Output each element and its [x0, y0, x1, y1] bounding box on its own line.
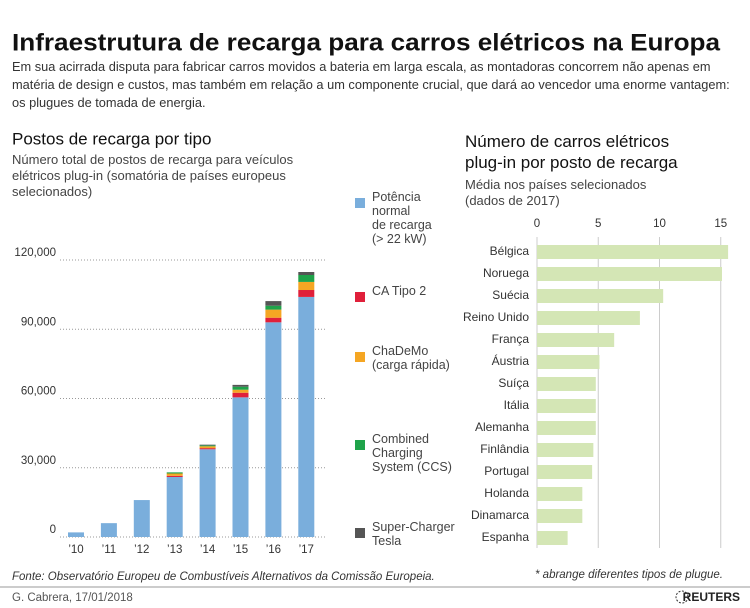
y-tick-label: 120,000: [14, 247, 56, 259]
legend-swatch: [355, 528, 365, 538]
legend-label: Super-Charger Tesla: [372, 520, 455, 548]
y-tick-label: Suécia: [492, 288, 529, 302]
y-tick-label: 30,000: [21, 455, 56, 467]
y-tick-label: 0: [50, 524, 56, 536]
y-tick-label: Reino Unido: [463, 310, 529, 324]
x-tick-label: ’17: [299, 544, 314, 556]
bar: [537, 509, 583, 523]
y-tick-label: Holanda: [484, 486, 529, 500]
bar: [537, 399, 596, 413]
legend-swatch: [355, 440, 365, 450]
bar-segment: [298, 275, 315, 282]
bar-segment: [199, 444, 216, 446]
bar-segment: [133, 500, 150, 537]
x-tick-label: ’16: [266, 544, 281, 556]
x-tick-label: ’13: [167, 544, 182, 556]
y-tick-label: Itália: [504, 398, 530, 412]
x-tick-label: ’10: [68, 544, 83, 556]
bar: [537, 311, 640, 325]
legend-label: CA Tipo 2: [372, 284, 427, 298]
bar-segment: [199, 446, 216, 449]
bar-segment: [265, 317, 282, 323]
bar-segment: [232, 389, 249, 393]
logo-icon: [675, 590, 689, 604]
page-subtitle: Em sua acirrada disputa para fabricar ca…: [12, 59, 730, 110]
bar-segment: [166, 476, 183, 537]
chart-subtitle: Número total de postos de recarga para v…: [12, 152, 294, 199]
legend-swatch: [355, 352, 365, 362]
bar: [537, 245, 729, 259]
x-tick-label: 0: [534, 218, 540, 230]
bar-segment: [298, 296, 315, 537]
bar-segment: [68, 532, 84, 537]
y-tick-label: Áustria: [492, 353, 530, 368]
legend-swatch: [355, 292, 365, 302]
x-tick-label: ’11: [102, 544, 117, 556]
x-tick-label: ’14: [200, 544, 216, 556]
bar: [537, 377, 596, 391]
bar-segment: [298, 281, 315, 291]
bar: [537, 465, 593, 479]
y-tick-label: Finlândia: [480, 442, 529, 456]
bar-segment: [265, 301, 282, 306]
bar-segment: [166, 473, 183, 476]
bar: [537, 267, 722, 281]
bar: [537, 355, 600, 369]
legend-label: Potência normal de recarga (> 22 kW): [372, 190, 432, 246]
chart-title: Postos de recarga por tipo: [12, 129, 211, 148]
y-tick-label: 60,000: [21, 386, 56, 398]
bar-segment: [199, 448, 216, 450]
x-tick-label: 10: [653, 218, 666, 230]
bar: [537, 333, 615, 347]
y-tick-label: França: [492, 332, 530, 346]
bar-segment: [100, 523, 117, 537]
bar-segment: [298, 272, 315, 276]
y-tick-label: Espanha: [482, 530, 530, 544]
bar: [537, 421, 596, 435]
bar-segment: [232, 397, 249, 537]
note: * abrange diferentes tipos de plugue.: [535, 569, 723, 581]
y-tick-label: Dinamarca: [471, 508, 529, 522]
bar: [537, 487, 583, 501]
credit: G. Cabrera, 17/01/2018: [12, 592, 133, 604]
bar: [537, 443, 594, 457]
bar-segment: [298, 290, 315, 297]
bar-segment: [232, 392, 249, 398]
bar-segment: [166, 472, 183, 474]
legend-label: Combined Charging System (CCS): [372, 432, 452, 474]
bar-segment: [199, 445, 216, 447]
y-tick-label: Bélgica: [490, 244, 530, 258]
bar-segment: [265, 309, 282, 318]
bar-segment: [166, 475, 183, 477]
y-tick-label: Noruega: [483, 266, 529, 280]
bar-segment: [265, 322, 282, 537]
source: Fonte: Observatório Europeu de Combustív…: [12, 571, 435, 583]
y-tick-label: Alemanha: [475, 420, 529, 434]
chart-subtitle: Média nos países selecionados (dados de …: [465, 177, 647, 208]
bar-segment: [199, 449, 216, 537]
bar-segment: [232, 386, 249, 390]
chart-title: Número de carros elétricos plug-in por p…: [465, 132, 678, 172]
bar-segment: [232, 384, 249, 387]
x-tick-label: 15: [714, 218, 727, 230]
bar: [537, 289, 664, 303]
logo: REUTERS: [683, 590, 740, 604]
bar-segment: [265, 305, 282, 310]
bar: [537, 531, 568, 545]
y-tick-label: Suíça: [498, 376, 529, 390]
x-tick-label: 5: [595, 218, 601, 230]
legend-swatch: [355, 198, 365, 208]
x-tick-label: ’15: [233, 544, 248, 556]
y-tick-label: Portugal: [484, 464, 529, 478]
page-title: Infraestrutura de recarga para carros el…: [12, 29, 721, 56]
legend-label: ChaDeMo (carga rápida): [372, 344, 450, 372]
x-tick-label: ’12: [134, 544, 149, 556]
y-tick-label: 90,000: [21, 316, 56, 328]
